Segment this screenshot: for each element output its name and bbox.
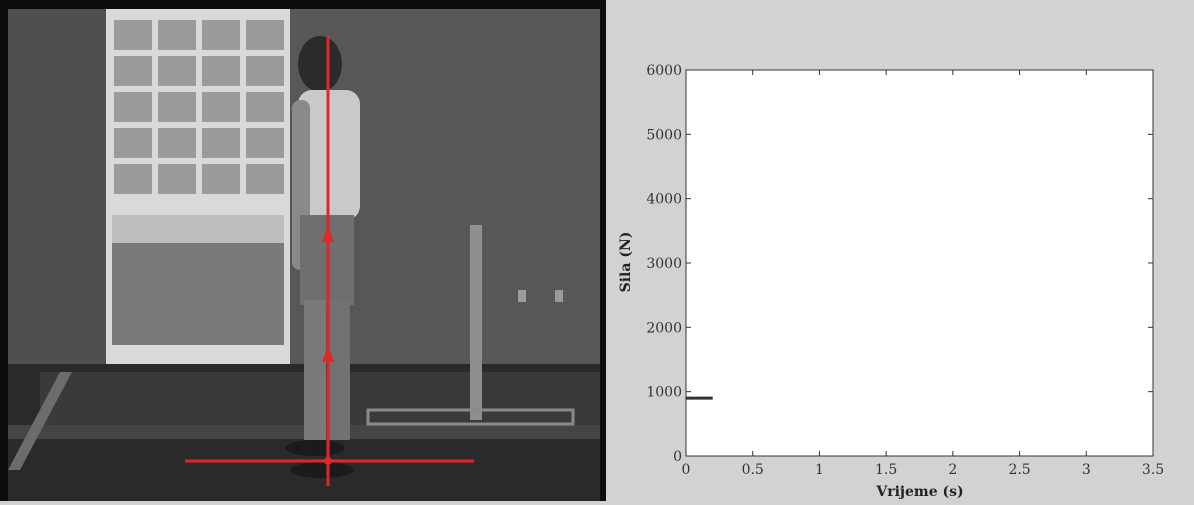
y-tick-label: 3000: [646, 256, 682, 272]
y-tick-label: 4000: [646, 192, 682, 208]
x-tick-label: 1: [815, 462, 824, 478]
x-tick-label: 1.5: [875, 462, 897, 478]
x-tick-label: 3.5: [1142, 462, 1164, 478]
force-arrow-lower: [322, 346, 334, 362]
video-scene: [0, 0, 606, 501]
force-plate-frame: [366, 408, 575, 426]
apparatus-pole: [470, 225, 482, 420]
y-tick-label: 0: [673, 449, 682, 465]
force-time-chart: 0 0.5 1 1.5 2 2.5 3 3.5 0 1000 2000 3000 4000 5000 600…: [606, 0, 1194, 501]
center-of-pressure-marker: [324, 457, 332, 465]
x-tick-label: 2.5: [1008, 462, 1030, 478]
y-tick-label: 1000: [646, 385, 682, 401]
x-tick-label: 2: [948, 462, 957, 478]
video-frame: [0, 0, 606, 501]
y-tick-label: 5000: [646, 127, 682, 143]
force-arrow-upper: [322, 226, 334, 242]
x-tick-label: 0.5: [742, 462, 764, 478]
force-time-plot-panel: 0 0.5 1 1.5 2 2.5 3 3.5 0 1000 2000 3000 4000 5000 600…: [606, 0, 1194, 501]
y-tick-label: 6000: [646, 63, 682, 79]
x-tick-label: 0: [682, 462, 691, 478]
plot-area: [685, 69, 1154, 457]
x-axis-label: Vrijeme (s): [875, 484, 963, 500]
y-axis-label: Sila (N): [618, 232, 634, 293]
force-vector-overlay: [185, 36, 474, 486]
x-tick-label: 3: [1082, 462, 1091, 478]
y-tick-label: 2000: [646, 320, 682, 336]
